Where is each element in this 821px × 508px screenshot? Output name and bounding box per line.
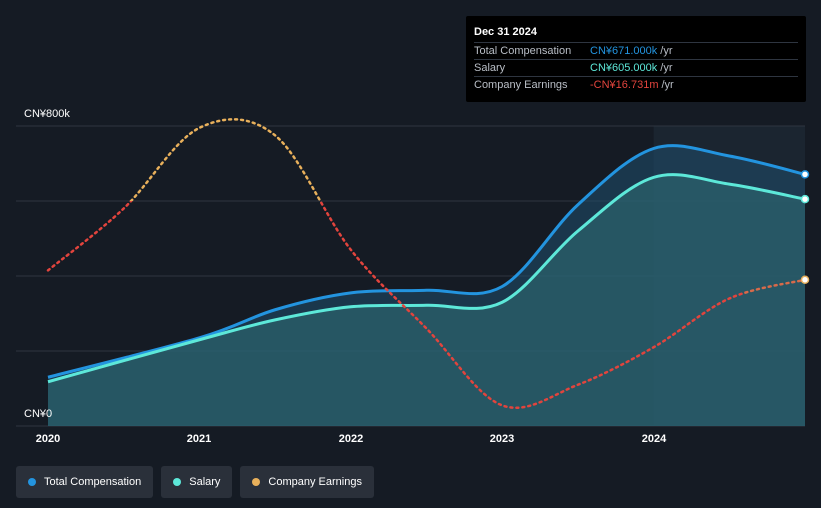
tooltip-row-salary: Salary CN¥605.000k /yr [474, 59, 798, 76]
tooltip-label: Company Earnings [474, 79, 568, 91]
legend-label: Salary [189, 476, 221, 488]
company-earnings-line-negative [46, 201, 745, 410]
legend-dot-icon [173, 478, 182, 486]
y-tick-label-zero: CN¥0 [24, 408, 53, 420]
company-earnings-line-positive [129, 118, 322, 201]
x-tick-label-2024: 2024 [641, 433, 667, 445]
legend-item-total-compensation[interactable]: Total Compensation [16, 466, 154, 498]
company-earnings-endpoint [800, 275, 810, 284]
tooltip-date: Dec 31 2024 [474, 26, 537, 38]
legend-label: Company Earnings [268, 476, 362, 488]
x-tick-label-2021: 2021 [186, 433, 212, 445]
legend-item-company-earnings[interactable]: Company Earnings [240, 466, 374, 498]
series-endpoints [800, 170, 810, 284]
legend-label: Total Compensation [44, 476, 142, 488]
x-tick-label-2020: 2020 [35, 433, 61, 445]
legend-item-salary[interactable]: Salary [161, 466, 233, 498]
tooltip-row-company-earnings: Company Earnings -CN¥16.731m /yr [474, 76, 798, 93]
x-tick-label-2022: 2022 [338, 433, 364, 445]
tooltip-value: CN¥671.000k [590, 45, 658, 57]
series-areas [48, 145, 805, 426]
tooltip-value: -CN¥16.731m [590, 79, 659, 91]
series-lines [46, 118, 807, 410]
chart-legend: Total Compensation Salary Company Earnin… [16, 466, 374, 498]
tooltip-value: CN¥605.000k [590, 62, 658, 74]
tooltip-label: Total Compensation [474, 45, 572, 57]
total-compensation-endpoint [800, 170, 810, 179]
y-tick-label-max: CN¥800k [24, 108, 70, 120]
tooltip-row-total-compensation: Total Compensation CN¥671.000k /yr [474, 42, 798, 59]
salary-endpoint [800, 194, 810, 204]
x-tick-label-2023: 2023 [489, 433, 515, 445]
legend-dot-icon [252, 478, 261, 486]
legend-dot-icon [28, 478, 36, 486]
total-compensation-line [47, 144, 806, 379]
tooltip-unit: /yr [660, 62, 673, 74]
salary-area [48, 174, 805, 426]
tooltip-unit: /yr [661, 79, 674, 91]
tooltip-unit: /yr [660, 45, 673, 57]
tooltip-label: Salary [474, 62, 506, 74]
hover-tooltip: Dec 31 2024 Total Compensation CN¥671.00… [466, 16, 806, 102]
salary-line [47, 173, 806, 384]
